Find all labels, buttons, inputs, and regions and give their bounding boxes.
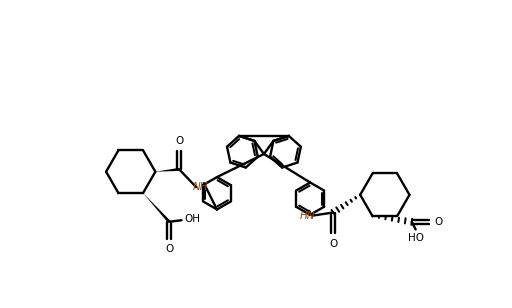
- Polygon shape: [155, 168, 179, 172]
- Text: HO: HO: [408, 233, 423, 242]
- Text: HN: HN: [300, 211, 315, 221]
- Polygon shape: [143, 193, 170, 223]
- Text: O: O: [175, 136, 183, 145]
- Text: O: O: [165, 244, 174, 254]
- Text: OH: OH: [185, 214, 201, 224]
- Text: O: O: [434, 217, 442, 227]
- Text: O: O: [329, 239, 337, 249]
- Text: NH: NH: [193, 182, 208, 192]
